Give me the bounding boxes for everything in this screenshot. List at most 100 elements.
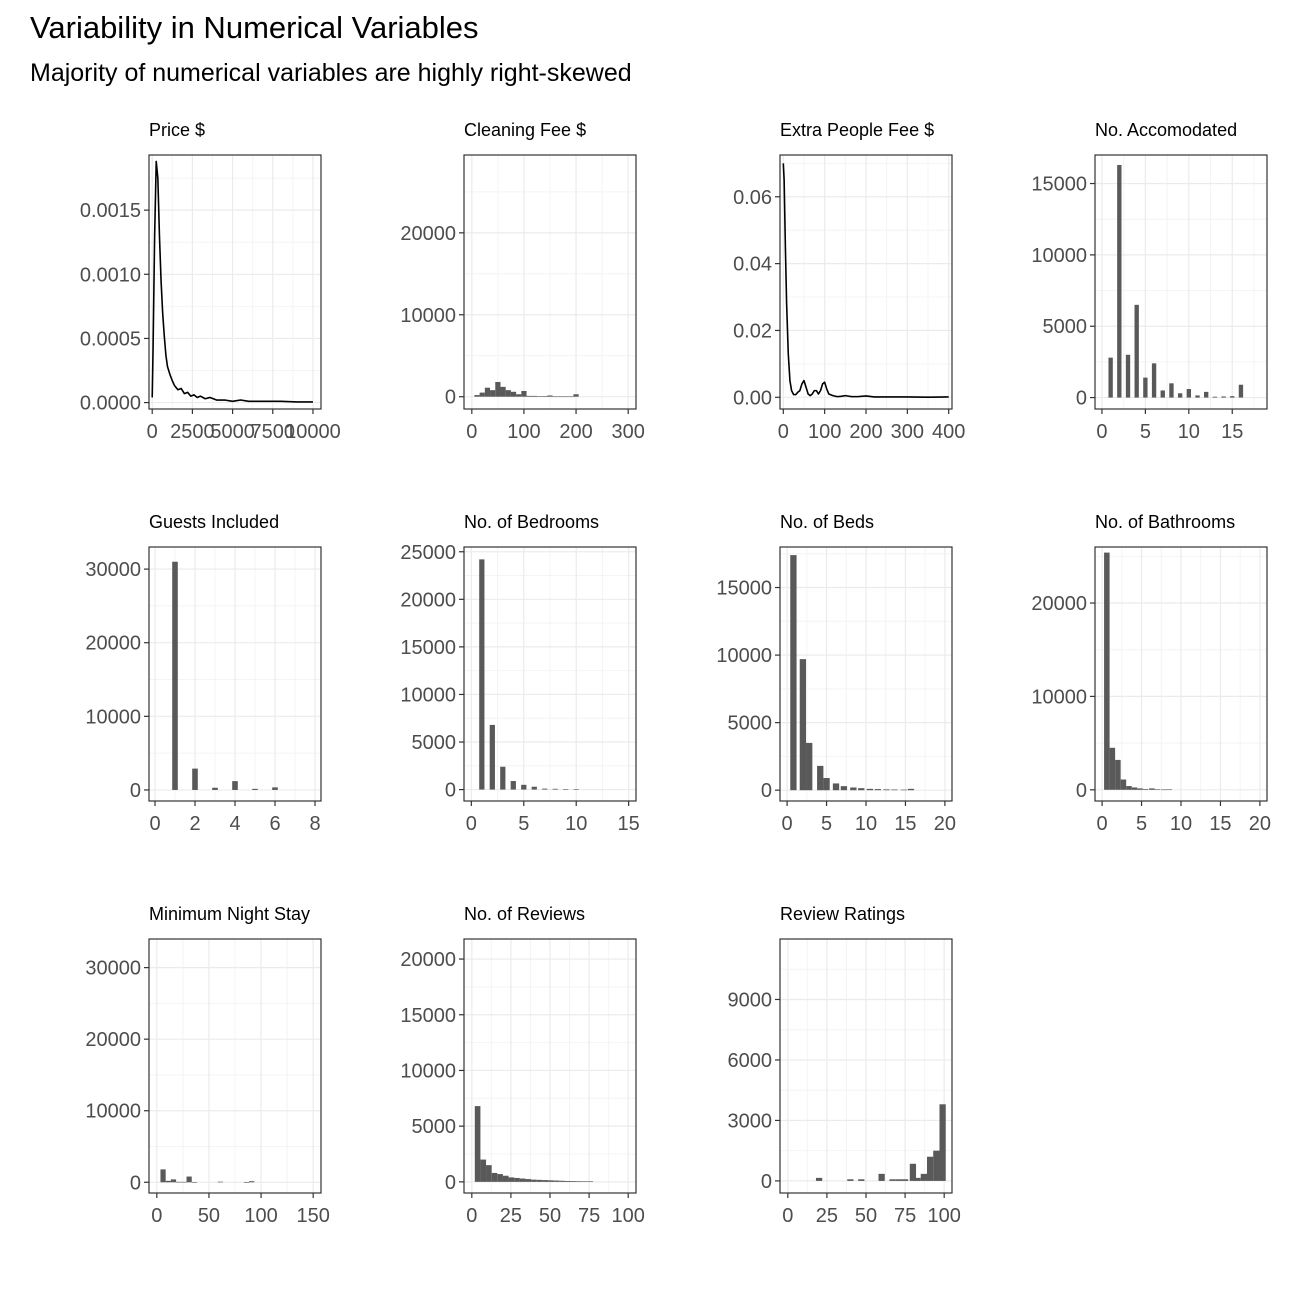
chart-panel: No. of Bathrooms 0 10000 20000 0 5 10 15 20 [1031,512,1271,835]
y-tick-label: 6000 [728,1050,773,1072]
panel-title: No. of Reviews [464,904,585,924]
x-tick-label: 0 [778,421,789,443]
chart-panel: Cleaning Fee $ 0 10000 20000 0 100 200 300 [400,120,644,443]
histogram-bar [490,390,496,397]
histogram-bar [526,395,532,397]
histogram-bar [1142,789,1149,790]
histogram-bar [1125,354,1131,398]
histogram-bar [514,1177,520,1182]
x-tick-label: 0 [151,1205,162,1227]
x-tick-label: 15 [894,813,916,835]
histogram-bar [847,1179,854,1181]
x-tick-label: 50 [539,1205,561,1227]
histogram-bar [563,396,569,398]
histogram-bar [249,1181,255,1183]
x-tick-label: 8 [309,813,320,835]
chart-panel: Extra People Fee $ 0.00 0.02 0.04 0.06 0 100 20… [733,120,965,443]
histogram-bar [1195,395,1200,398]
x-tick-label: 15 [1209,813,1231,835]
histogram-bar [502,1175,509,1182]
histogram-bar [823,778,830,791]
x-tick-label: 0 [466,421,477,443]
histogram-bar [850,787,857,791]
histogram-bar [165,1180,171,1183]
histogram-bar [1169,383,1174,398]
histogram-bar [889,1179,896,1181]
histogram-bar [817,765,824,791]
y-tick-label: 0.02 [733,320,772,342]
y-tick-label: 9000 [728,989,773,1011]
histogram-bar [191,1181,197,1183]
y-tick-label: 0 [130,1172,141,1194]
chart-panel: Guests Included 0 10000 20000 30000 0 2 4 6 8 [85,512,322,835]
x-tick-label: 5 [1140,421,1151,443]
y-tick-label: 20000 [400,589,456,611]
y-tick-label: 10000 [400,1060,456,1082]
x-tick-label: 300 [891,421,924,443]
chart-panel: No. of Reviews 0 5000 10000 15000 20000 0 25 50 7… [400,904,644,1227]
histogram-bar [172,561,178,790]
x-tick-label: 7500 [251,421,296,443]
histogram-bar [920,1173,927,1181]
y-tick-label: 20000 [1031,593,1087,615]
histogram-bar [1104,552,1110,790]
histogram-bar [901,1179,909,1181]
x-tick-label: 0 [466,813,477,835]
x-tick-label: 0 [1096,421,1107,443]
histogram-bar [479,392,485,397]
histogram-bar [553,1180,560,1182]
histogram-bar [547,1180,554,1182]
histogram-bar [536,1179,543,1182]
y-tick-label: 30000 [85,958,141,980]
x-tick-label: 10 [855,813,877,835]
histogram-bar [480,1159,487,1182]
x-tick-label: 15 [1221,421,1243,443]
y-tick-label: 15000 [716,578,772,600]
histogram-bar [900,789,908,791]
histogram-bar [587,1181,593,1183]
chart-panel: Review Ratings 0 3000 6000 9000 0 25 50 75 100 [728,904,961,1227]
y-tick-label: 0 [130,780,141,802]
histogram-bar [570,1181,577,1182]
y-tick-label: 10000 [85,706,141,728]
histogram-bar [489,724,495,790]
histogram-bar [1166,789,1172,791]
histogram-bar [1160,390,1165,398]
histogram-bar [495,381,501,397]
chart-subtitle: Majority of numerical variables are high… [30,59,632,87]
histogram-bar [559,1180,565,1182]
histogram-bar [474,1106,481,1182]
x-tick-label: 25 [500,1205,522,1227]
histogram-bar [909,1163,917,1181]
histogram-bar [1134,304,1139,398]
y-tick-label: 0.0005 [80,328,141,350]
x-tick-label: 4 [229,813,240,835]
panel-border [1094,154,1268,410]
histogram-bar [874,789,881,791]
histogram-bar [521,390,527,397]
x-tick-label: 0 [782,1205,793,1227]
panel-border [463,546,637,802]
x-tick-label: 200 [849,421,882,443]
y-tick-label: 0.0010 [80,264,141,286]
histogram-bar [1160,789,1167,791]
y-tick-label: 0 [1076,388,1087,410]
x-tick-label: 0 [149,813,160,835]
chart-title: Variability in Numerical Variables [30,10,479,45]
histogram-bar [552,788,558,790]
panel-title: No. of Beds [780,512,874,532]
histogram-bar [542,1180,548,1182]
x-tick-label: 25 [816,1205,838,1227]
histogram-bar [939,1104,946,1181]
x-tick-label: 5000 [210,421,255,443]
histogram-bar [160,1169,166,1183]
y-tick-label: 10000 [400,684,456,706]
histogram-bar [186,1176,192,1183]
y-tick-label: 25000 [400,542,456,564]
histogram-bar [1131,787,1138,790]
y-tick-label: 0.00 [733,387,772,409]
histogram-bar [907,788,915,791]
histogram-bar [1115,759,1121,790]
histogram-bar [581,1181,588,1182]
x-tick-label: 50 [855,1205,877,1227]
